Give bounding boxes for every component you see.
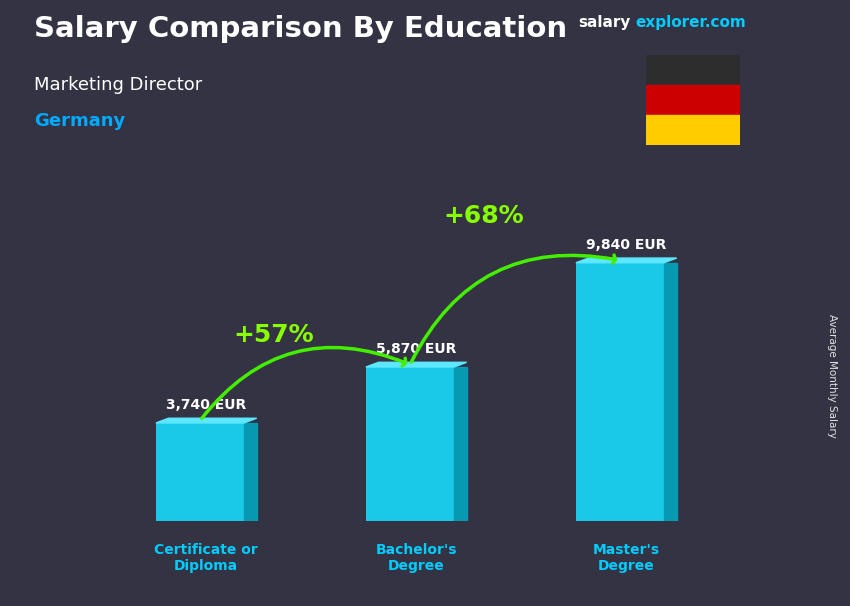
Polygon shape: [156, 418, 257, 423]
Bar: [646, 85, 740, 115]
Text: Average Monthly Salary: Average Monthly Salary: [827, 314, 837, 438]
Text: Germany: Germany: [34, 112, 125, 130]
Text: Bachelor's
Degree: Bachelor's Degree: [376, 543, 457, 573]
Text: Master's
Degree: Master's Degree: [592, 543, 660, 573]
Polygon shape: [454, 367, 467, 521]
Text: +68%: +68%: [443, 204, 524, 228]
Text: 9,840 EUR: 9,840 EUR: [586, 238, 666, 251]
Text: explorer.com: explorer.com: [636, 15, 746, 30]
Bar: [646, 55, 740, 85]
Polygon shape: [244, 423, 257, 521]
Text: Salary Comparison By Education: Salary Comparison By Education: [34, 15, 567, 43]
Polygon shape: [576, 258, 677, 263]
Polygon shape: [664, 263, 677, 521]
Text: Marketing Director: Marketing Director: [34, 76, 202, 94]
Text: salary: salary: [578, 15, 631, 30]
Bar: [156, 423, 244, 521]
Text: Certificate or
Diploma: Certificate or Diploma: [155, 543, 258, 573]
Polygon shape: [366, 362, 467, 367]
Text: +57%: +57%: [233, 323, 314, 347]
Text: 3,740 EUR: 3,740 EUR: [167, 398, 246, 412]
Bar: [366, 367, 454, 521]
Bar: [576, 263, 664, 521]
Bar: [646, 115, 740, 145]
Text: 5,870 EUR: 5,870 EUR: [376, 342, 456, 356]
